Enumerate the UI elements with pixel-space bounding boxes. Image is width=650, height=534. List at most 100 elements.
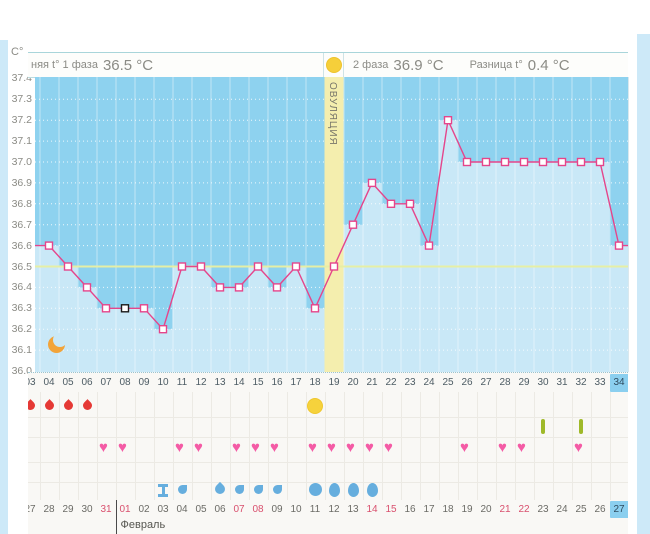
date-label[interactable]: 31	[100, 504, 112, 515]
date-label[interactable]: 16	[404, 504, 416, 515]
grid-line	[609, 392, 611, 500]
grid-line	[438, 392, 440, 500]
date-label[interactable]: 09	[271, 504, 283, 515]
temp-point[interactable]	[63, 262, 73, 271]
date-label[interactable]: 18	[442, 504, 454, 515]
cycle-day-label[interactable]: 17	[290, 377, 302, 388]
cycle-day-label[interactable]: 13	[214, 377, 226, 388]
date-label[interactable]: 06	[214, 504, 226, 515]
temp-point[interactable]	[557, 157, 567, 167]
temp-point[interactable]	[614, 241, 624, 250]
cycle-day-label[interactable]: 34	[609, 374, 628, 392]
temp-point[interactable]	[595, 157, 605, 167]
cycle-day-label[interactable]: 20	[347, 377, 359, 388]
cycle-day-label[interactable]: 03	[28, 377, 36, 388]
temp-point[interactable]	[272, 283, 282, 292]
cycle-day-label[interactable]: 22	[385, 377, 397, 388]
temp-point[interactable]	[424, 241, 434, 250]
temp-point[interactable]	[44, 241, 54, 250]
temp-point[interactable]	[481, 157, 491, 167]
temp-point[interactable]	[196, 262, 206, 271]
date-label[interactable]: 21	[499, 504, 511, 515]
temp-point-selected[interactable]	[120, 304, 130, 313]
temp-point[interactable]	[519, 157, 529, 167]
cycle-day-label[interactable]: 06	[81, 377, 93, 388]
cycle-day-label[interactable]: 29	[518, 377, 530, 388]
date-label[interactable]: 27	[609, 501, 628, 518]
temp-point[interactable]	[177, 262, 187, 271]
cycle-day-label[interactable]: 23	[404, 377, 416, 388]
temp-point[interactable]	[101, 304, 111, 313]
cycle-day-label[interactable]: 19	[328, 377, 340, 388]
temp-point[interactable]	[215, 283, 225, 292]
cycle-day-label[interactable]: 11	[176, 377, 188, 388]
date-label[interactable]: 26	[594, 504, 606, 515]
date-label[interactable]: 01	[119, 504, 131, 515]
date-label[interactable]: 25	[575, 504, 587, 515]
date-label[interactable]: 30	[81, 504, 93, 515]
cycle-day-label[interactable]: 30	[537, 377, 549, 388]
date-label[interactable]: 11	[309, 504, 321, 515]
date-label[interactable]: 24	[556, 504, 568, 515]
temp-point[interactable]	[500, 157, 510, 167]
date-label[interactable]: 28	[43, 504, 55, 515]
temp-point[interactable]	[234, 283, 244, 292]
date-label[interactable]: 14	[366, 504, 378, 515]
cycle-day-label[interactable]: 18	[309, 377, 321, 388]
date-label[interactable]: 10	[290, 504, 302, 515]
temp-point[interactable]	[82, 283, 92, 292]
date-label[interactable]: 12	[328, 504, 340, 515]
temp-point[interactable]	[291, 262, 301, 271]
cycle-day-label[interactable]: 12	[195, 377, 207, 388]
day-column-fill	[229, 287, 249, 372]
cycle-day-label[interactable]: 21	[366, 377, 378, 388]
temp-point[interactable]	[576, 157, 586, 167]
temp-point[interactable]	[443, 116, 453, 125]
temp-point[interactable]	[405, 199, 415, 209]
cycle-day-label[interactable]: 16	[271, 377, 283, 388]
grid-line	[590, 392, 592, 500]
cycle-day-label[interactable]: 14	[233, 377, 245, 388]
temp-point[interactable]	[348, 220, 358, 229]
cycle-day-label[interactable]: 04	[43, 377, 55, 388]
date-label[interactable]: 03	[157, 504, 169, 515]
date-label[interactable]: 19	[461, 504, 473, 515]
temp-point[interactable]	[329, 262, 339, 271]
cycle-day-label[interactable]: 26	[461, 377, 473, 388]
cycle-day-label[interactable]: 10	[157, 377, 169, 388]
date-label[interactable]: 22	[518, 504, 530, 515]
temp-point[interactable]	[310, 304, 320, 313]
cycle-day-label[interactable]: 33	[594, 377, 606, 388]
cycle-day-label[interactable]: 07	[100, 377, 112, 388]
date-label[interactable]: 13	[347, 504, 359, 515]
cycle-day-label[interactable]: 32	[575, 377, 587, 388]
date-label[interactable]: 08	[252, 504, 264, 515]
cycle-day-label[interactable]: 15	[252, 377, 264, 388]
date-label[interactable]: 23	[537, 504, 549, 515]
date-label[interactable]: 29	[62, 504, 74, 515]
cycle-day-label[interactable]: 24	[423, 377, 435, 388]
date-label[interactable]: 04	[176, 504, 188, 515]
temp-point[interactable]	[139, 304, 149, 313]
temp-point[interactable]	[253, 262, 263, 271]
temp-point[interactable]	[386, 199, 396, 209]
date-label[interactable]: 07	[233, 504, 245, 515]
cycle-day-label[interactable]: 05	[62, 377, 74, 388]
temp-point[interactable]	[367, 178, 377, 188]
cycle-day-label[interactable]: 31	[556, 377, 568, 388]
temperature-chart[interactable]: ОВУЛЯЦИЯ	[35, 77, 629, 372]
cycle-day-label[interactable]: 27	[480, 377, 492, 388]
temp-point[interactable]	[538, 157, 548, 167]
date-label[interactable]: 15	[385, 504, 397, 515]
cycle-day-label[interactable]: 09	[138, 377, 150, 388]
date-label[interactable]: 05	[195, 504, 207, 515]
cycle-day-label[interactable]: 28	[499, 377, 511, 388]
temp-point[interactable]	[158, 324, 168, 334]
date-label[interactable]: 02	[138, 504, 150, 515]
cycle-day-label[interactable]: 08	[119, 377, 131, 388]
date-label[interactable]: 20	[480, 504, 492, 515]
date-label[interactable]: 17	[423, 504, 435, 515]
temp-point[interactable]	[462, 157, 472, 167]
date-label[interactable]: 27	[28, 504, 36, 515]
cycle-day-label[interactable]: 25	[442, 377, 454, 388]
